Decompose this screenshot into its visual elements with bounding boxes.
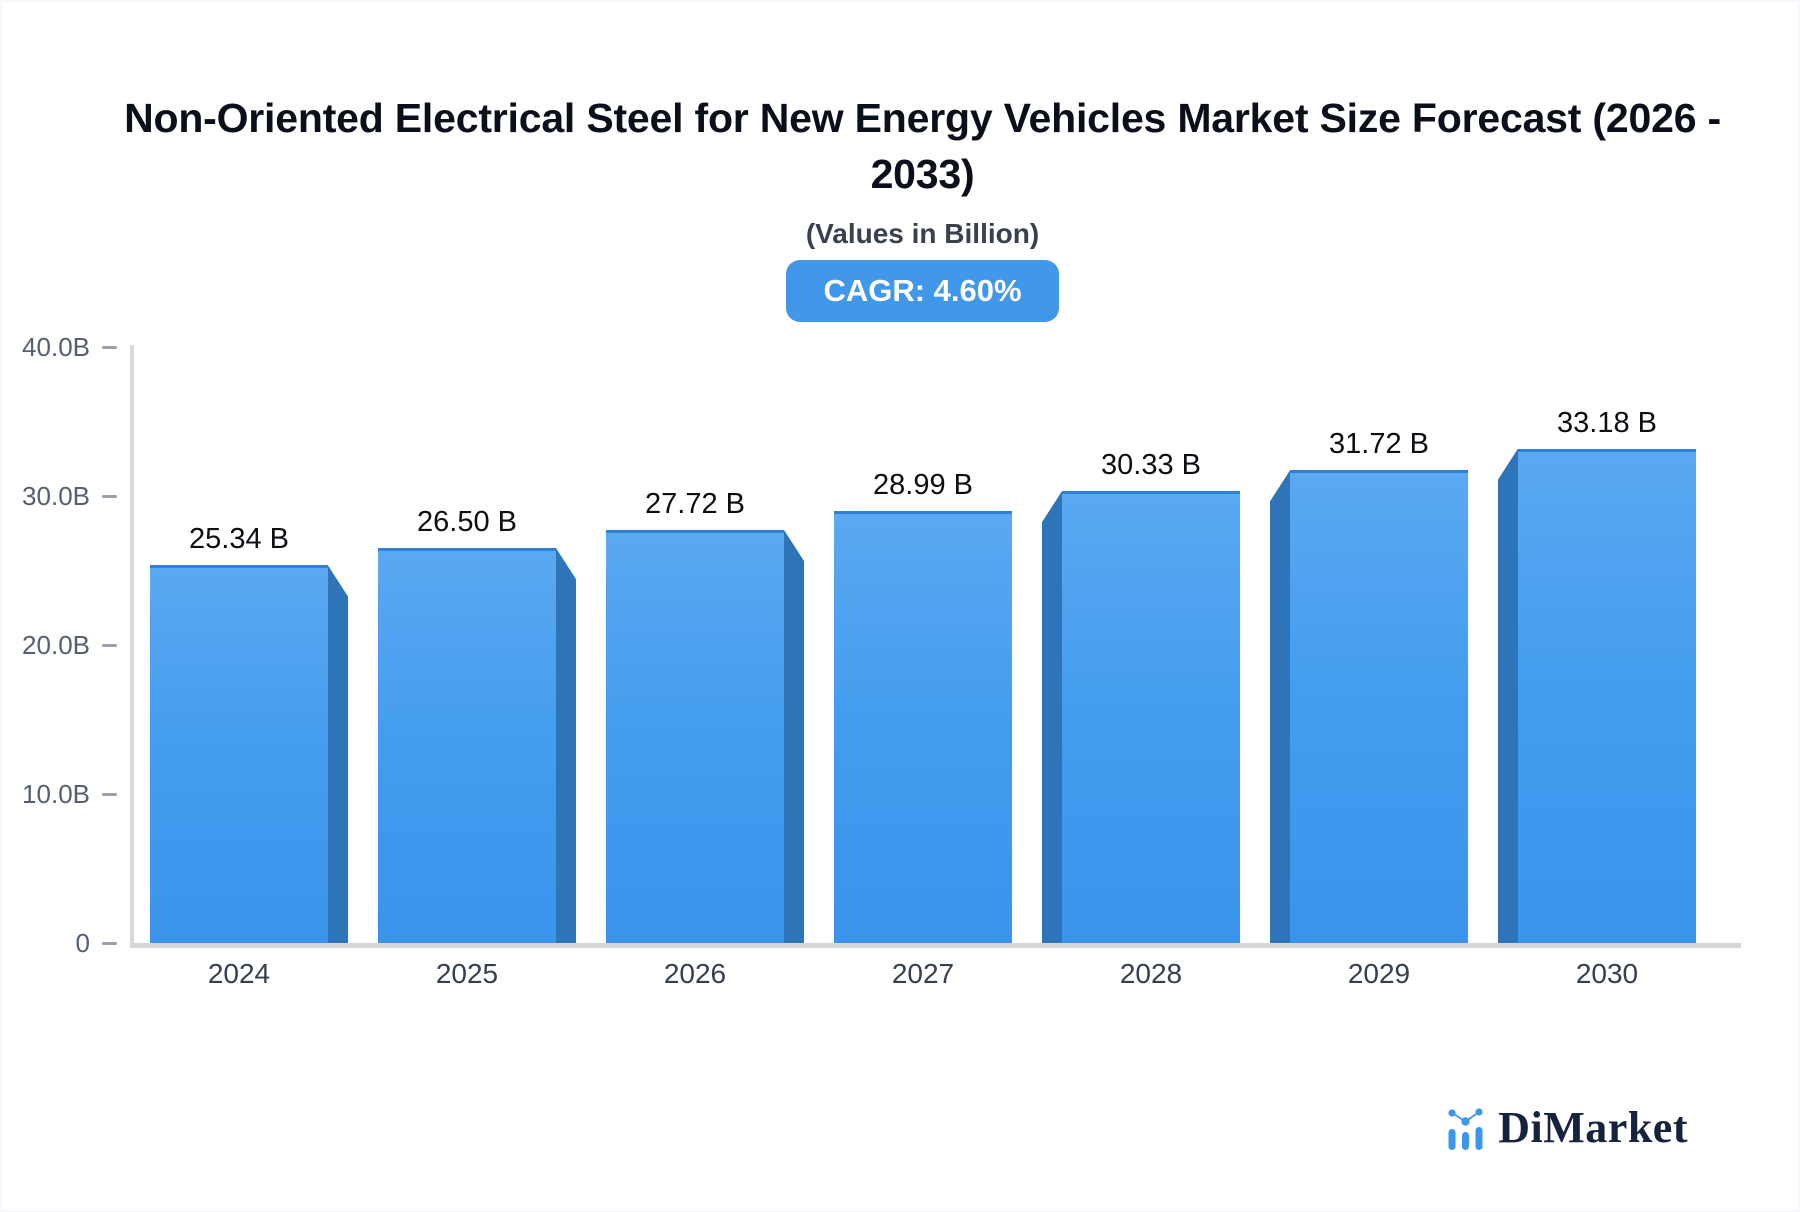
x-axis-label-2029: 2029 bbox=[1347, 958, 1411, 989]
y-tick-mark bbox=[102, 792, 117, 796]
y-tick-label: 30.0B bbox=[22, 481, 90, 511]
cagr-badge: CAGR: 4.60% bbox=[786, 260, 1059, 322]
y-tick-mark bbox=[102, 345, 117, 349]
x-axis-baseline bbox=[130, 943, 1741, 948]
chart-title-line-1: Non-Oriented Electrical Steel for New En… bbox=[124, 95, 1721, 141]
x-axis-label-2025: 2025 bbox=[435, 958, 499, 989]
y-tick-label: 40.0B bbox=[22, 332, 90, 362]
dimarket-logo-icon bbox=[1448, 1108, 1483, 1150]
bar-side-face bbox=[556, 548, 576, 943]
y-axis-line bbox=[130, 345, 134, 946]
dimarket-logo-text: DiMarket bbox=[1498, 1103, 1688, 1152]
bar-side-face bbox=[1042, 491, 1062, 943]
bar-value-label: 30.33 B bbox=[1101, 449, 1201, 482]
bar-value-label: 25.34 B bbox=[189, 523, 289, 556]
x-axis-label-2024: 2024 bbox=[207, 958, 271, 989]
bar-side-face bbox=[1270, 470, 1290, 943]
y-tick-mark bbox=[102, 494, 117, 498]
chart-title: Non-Oriented Electrical Steel for New En… bbox=[45, 90, 1800, 202]
y-tick-label: 20.0B bbox=[22, 630, 90, 660]
bar-2027 bbox=[834, 511, 1012, 943]
bar-2024 bbox=[150, 565, 328, 943]
bar-2029 bbox=[1290, 470, 1468, 943]
x-axis-label-2026: 2026 bbox=[663, 958, 727, 989]
bar-2026 bbox=[606, 529, 784, 943]
bar-value-label: 26.50 B bbox=[417, 506, 517, 539]
x-axis-label-2028: 2028 bbox=[1119, 958, 1183, 989]
x-axis-label-2030: 2030 bbox=[1575, 958, 1639, 989]
bar-value-label: 27.72 B bbox=[645, 487, 745, 520]
bar-value-label: 33.18 B bbox=[1557, 406, 1657, 439]
y-tick-mark bbox=[102, 941, 117, 945]
bar-2030 bbox=[1518, 448, 1696, 943]
bar-value-label: 28.99 B bbox=[873, 469, 973, 502]
chart-subtitle: (Values in Billion) bbox=[805, 218, 1040, 249]
chart-header: Non-Oriented Electrical Steel for New En… bbox=[45, 90, 1800, 322]
y-tick-label: 0 bbox=[75, 928, 90, 958]
bar-2028 bbox=[1062, 491, 1240, 943]
y-tick-label: 10.0B bbox=[22, 779, 90, 809]
bar-value-label: 31.72 B bbox=[1329, 428, 1429, 461]
bar-side-face bbox=[1498, 448, 1518, 943]
dimarket-logo[interactable]: DiMarket bbox=[1448, 1105, 1688, 1150]
bar-2025 bbox=[378, 548, 556, 943]
x-axis-label-2027: 2027 bbox=[891, 958, 955, 989]
bar-side-face bbox=[784, 529, 804, 943]
y-tick-mark bbox=[102, 643, 117, 647]
bar-side-face bbox=[328, 565, 348, 943]
chart-title-line-2: 2033) bbox=[870, 151, 975, 197]
